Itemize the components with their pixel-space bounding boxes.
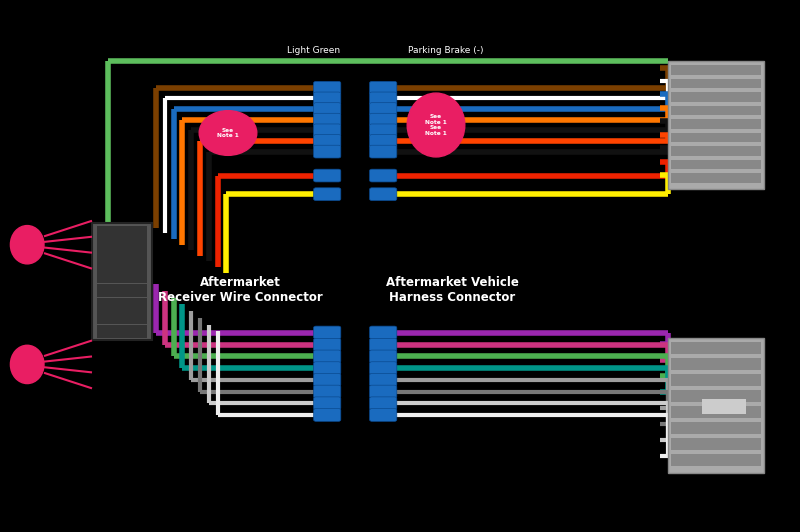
FancyBboxPatch shape [370,124,397,137]
FancyBboxPatch shape [370,397,397,410]
Bar [702,399,746,414]
FancyBboxPatch shape [314,92,341,105]
Ellipse shape [199,111,257,155]
Bar [97,318,147,325]
FancyBboxPatch shape [314,135,341,147]
Bar [671,132,761,142]
Text: Parking Brake (-): Parking Brake (-) [408,46,483,55]
FancyBboxPatch shape [314,145,341,158]
FancyBboxPatch shape [370,92,397,105]
Bar [97,325,147,331]
Bar [668,338,764,473]
Bar [97,248,147,255]
FancyBboxPatch shape [370,81,397,94]
Bar [97,304,147,311]
FancyBboxPatch shape [370,338,397,351]
Bar [97,311,147,318]
FancyBboxPatch shape [314,338,341,351]
Bar [671,65,761,75]
FancyBboxPatch shape [370,188,397,201]
Bar [671,173,761,182]
FancyBboxPatch shape [370,113,397,126]
Bar [97,298,147,304]
FancyBboxPatch shape [370,362,397,375]
Bar [671,406,761,418]
Bar [97,243,147,250]
Bar [97,254,147,261]
FancyBboxPatch shape [370,385,397,398]
Bar [97,277,147,283]
FancyBboxPatch shape [314,362,341,375]
FancyBboxPatch shape [314,409,341,421]
Bar [671,93,761,102]
FancyBboxPatch shape [314,326,341,339]
FancyBboxPatch shape [314,81,341,94]
FancyBboxPatch shape [370,350,397,363]
FancyBboxPatch shape [370,409,397,421]
FancyBboxPatch shape [314,169,341,182]
Bar [97,331,147,338]
Bar [97,271,147,277]
FancyBboxPatch shape [370,135,397,147]
FancyBboxPatch shape [314,113,341,126]
Bar [97,260,147,266]
Text: See
Note 1
See
Note 1: See Note 1 See Note 1 [425,114,447,136]
Bar [671,146,761,156]
FancyBboxPatch shape [314,397,341,410]
Ellipse shape [10,226,44,264]
Text: Aftermarket
Receiver Wire Connector: Aftermarket Receiver Wire Connector [158,276,322,304]
Bar [671,79,761,88]
FancyBboxPatch shape [314,385,341,398]
FancyBboxPatch shape [370,326,397,339]
Bar [671,119,761,129]
Bar [671,358,761,370]
Bar [671,374,761,386]
Bar [671,106,761,115]
Bar [671,438,761,450]
FancyBboxPatch shape [314,103,341,115]
FancyBboxPatch shape [314,373,341,386]
Bar [671,454,761,466]
Bar [671,160,761,169]
Bar [671,390,761,402]
Bar [92,223,152,340]
Ellipse shape [10,345,44,384]
FancyBboxPatch shape [370,169,397,182]
FancyBboxPatch shape [314,124,341,137]
Bar [97,237,147,244]
Text: See
Note 1: See Note 1 [217,128,239,138]
Bar [668,61,764,189]
Bar [97,232,147,238]
Text: Light Green: Light Green [287,46,340,55]
Bar [671,342,761,354]
Bar [97,291,147,297]
Ellipse shape [407,93,465,157]
Bar [671,422,761,434]
Bar [97,226,147,232]
Bar [97,284,147,290]
FancyBboxPatch shape [370,373,397,386]
FancyBboxPatch shape [314,188,341,201]
FancyBboxPatch shape [370,103,397,115]
FancyBboxPatch shape [314,350,341,363]
Text: Aftermarket Vehicle
Harness Connector: Aftermarket Vehicle Harness Connector [386,276,518,304]
FancyBboxPatch shape [370,145,397,158]
Bar [97,265,147,272]
